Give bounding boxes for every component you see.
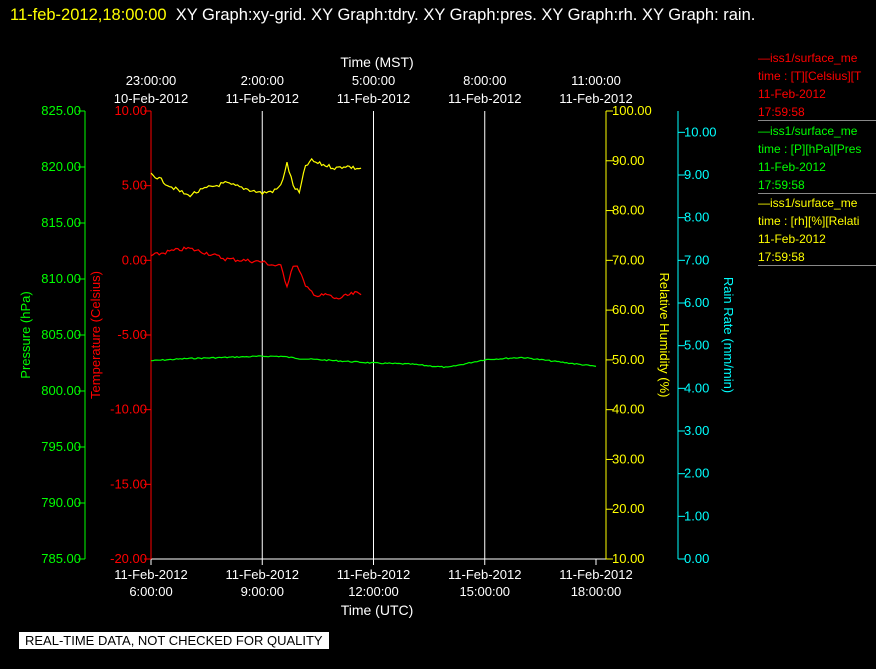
y-tick-label-rain: 2.00: [684, 466, 709, 481]
series-line-temperature: [150, 246, 362, 300]
x-tick-label-date: 11-Feb-2012: [226, 567, 299, 582]
x-top-tick-label-time: 11:00:00: [571, 73, 621, 88]
legend-time: 17:59:58: [758, 250, 805, 264]
y-tick-label-rain: 4.00: [684, 380, 709, 395]
x-tick-label-time: 15:00:00: [459, 584, 510, 599]
series-line-pressure: [151, 355, 597, 369]
header-graph-list: XY Graph:xy-grid. XY Graph:tdry. XY Grap…: [175, 6, 756, 24]
legend-entry-temperature: —iss1/surface_me time : [T][Celsius][T 1…: [758, 49, 876, 121]
legend-date: 11-Feb-2012: [758, 160, 826, 174]
y-tick-label-rain: 6.00: [684, 295, 709, 310]
series-line-rh: [150, 157, 362, 198]
x-top-tick-label-time: 5:00:00: [352, 73, 395, 88]
y-tick-label-rh: 100.00: [612, 103, 652, 118]
y-tick-label-pressure: 810.00: [41, 271, 81, 286]
y-tick-label-rain: 7.00: [684, 252, 709, 267]
y-tick-label-pressure: 805.00: [41, 327, 81, 342]
y-tick-label-rain: 8.00: [684, 210, 709, 225]
chart-grid: [151, 111, 606, 560]
x-tick-label-date: 11-Feb-2012: [448, 567, 521, 582]
legend-entry-humidity: —iss1/surface_me time : [rh][%][Relati 1…: [758, 194, 876, 266]
y-tick-label-temperature: -10.00: [110, 402, 147, 417]
y-tick-label-temperature: 0.00: [122, 252, 147, 267]
y-tick-label-temperature: -15.00: [110, 476, 147, 491]
y-tick-label-pressure: 800.00: [41, 383, 81, 398]
x-top-tick-label-date: 11-Feb-2012: [337, 91, 410, 106]
legend-entry-pressure: —iss1/surface_me time : [P][hPa][Pres 11…: [758, 122, 876, 194]
y-tick-label-pressure: 820.00: [41, 159, 81, 174]
legend-title: —iss1/surface_me: [758, 124, 858, 138]
y-tick-label-rh: 30.00: [612, 451, 645, 466]
y-tick-label-rh: 80.00: [612, 203, 645, 218]
header-timestamp: 11-feb-2012,18:00:00: [10, 6, 167, 24]
x-top-tick-label-time: 8:00:00: [463, 73, 506, 88]
x-tick-label-time: 18:00:00: [571, 584, 622, 599]
legend-field: time : [T][Celsius][T: [758, 69, 862, 83]
x-tick-label-time: 9:00:00: [241, 584, 284, 599]
y-axis-label-temperature: Temperature (Celsius): [88, 271, 103, 399]
x-tick-label-date: 11-Feb-2012: [559, 567, 632, 582]
y-tick-label-rh: 10.00: [612, 551, 645, 566]
x-tick-label-date: 11-Feb-2012: [337, 567, 410, 582]
y-tick-label-rain: 1.00: [684, 508, 709, 523]
x-top-tick-label-date: 11-Feb-2012: [226, 91, 299, 106]
y-tick-label-temperature: 5.00: [122, 178, 147, 193]
x-tick-label-time: 12:00:00: [348, 584, 399, 599]
y-tick-label-temperature: -5.00: [117, 327, 147, 342]
y-axis-label-rh: Relative Humidity (%): [657, 273, 672, 398]
y-tick-label-rain: 9.00: [684, 167, 709, 182]
x-top-tick-label-date: 11-Feb-2012: [559, 91, 632, 106]
y-tick-label-pressure: 790.00: [41, 495, 81, 510]
x-top-tick-label-time: 2:00:00: [241, 73, 284, 88]
x-top-tick-label-date: 10-Feb-2012: [114, 91, 188, 106]
y-tick-label-temperature: -20.00: [110, 551, 147, 566]
legend-divider: [758, 120, 876, 121]
legend-title: —iss1/surface_me: [758, 51, 858, 65]
x-top-tick-label-date: 11-Feb-2012: [448, 91, 521, 106]
x-axis-label-utc: Time (UTC): [341, 602, 414, 618]
y-axis-label-pressure: Pressure (hPa): [18, 291, 33, 378]
legend-time: 17:59:58: [758, 105, 805, 119]
y-tick-label-rain: 3.00: [684, 423, 709, 438]
quality-warning-banner: REAL-TIME DATA, NOT CHECKED FOR QUALITY: [19, 632, 329, 649]
legend-divider: [758, 193, 876, 194]
y-tick-label-rain: 0.00: [684, 551, 709, 566]
y-tick-label-temperature: 10.00: [114, 103, 147, 118]
chart-axes: 11-Feb-2012 6:00:00 11-Feb-2012 9:00:00 11-F…: [18, 73, 736, 599]
y-tick-label-rh: 90.00: [612, 153, 645, 168]
y-tick-label-pressure: 825.00: [41, 103, 81, 118]
legend-field: time : [P][hPa][Pres: [758, 142, 862, 156]
x-tick-label-date: 11-Feb-2012: [114, 567, 187, 582]
y-tick-label-rh: 20.00: [612, 501, 645, 516]
x-axis-label-mst: Time (MST): [340, 54, 413, 70]
y-tick-label-pressure: 815.00: [41, 215, 81, 230]
y-tick-label-rh: 70.00: [612, 252, 645, 267]
y-tick-label-rain: 10.00: [684, 124, 717, 139]
y-axis-label-rain: Rain Rate (mm/min): [721, 277, 736, 393]
header-title: 11-feb-2012,18:00:00 XY Graph:xy-grid. X…: [10, 1, 855, 30]
legend-date: 11-Feb-2012: [758, 232, 826, 246]
legend-date: 11-Feb-2012: [758, 87, 826, 101]
y-tick-label-pressure: 795.00: [41, 439, 81, 454]
x-top-tick-label-time: 23:00:00: [126, 73, 177, 88]
chart-series: [150, 157, 597, 369]
legend-title: —iss1/surface_me: [758, 196, 858, 210]
y-tick-label-rh: 40.00: [612, 402, 645, 417]
y-tick-label-pressure: 785.00: [41, 551, 81, 566]
legend-time: 17:59:58: [758, 178, 805, 192]
y-tick-label-rh: 50.00: [612, 352, 645, 367]
y-tick-label-rain: 5.00: [684, 338, 709, 353]
legend-divider: [758, 265, 876, 266]
y-tick-label-rh: 60.00: [612, 302, 645, 317]
legend-field: time : [rh][%][Relati: [758, 214, 860, 228]
x-tick-label-time: 6:00:00: [129, 584, 172, 599]
